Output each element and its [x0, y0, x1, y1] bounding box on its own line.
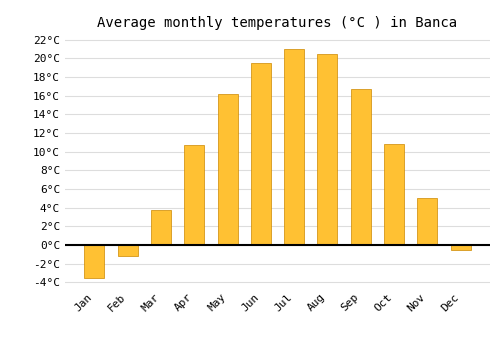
Title: Average monthly temperatures (°C ) in Banca: Average monthly temperatures (°C ) in Ba…	[98, 16, 458, 30]
Bar	[450, 245, 470, 250]
Bar	[218, 94, 238, 245]
Bar	[184, 145, 204, 245]
Bar	[318, 54, 338, 245]
Bar	[384, 144, 404, 245]
Bar	[84, 245, 104, 278]
Bar	[351, 89, 371, 245]
Bar	[251, 63, 271, 245]
Bar	[151, 210, 171, 245]
Bar	[118, 245, 138, 256]
Bar	[284, 49, 304, 245]
Bar	[418, 198, 438, 245]
